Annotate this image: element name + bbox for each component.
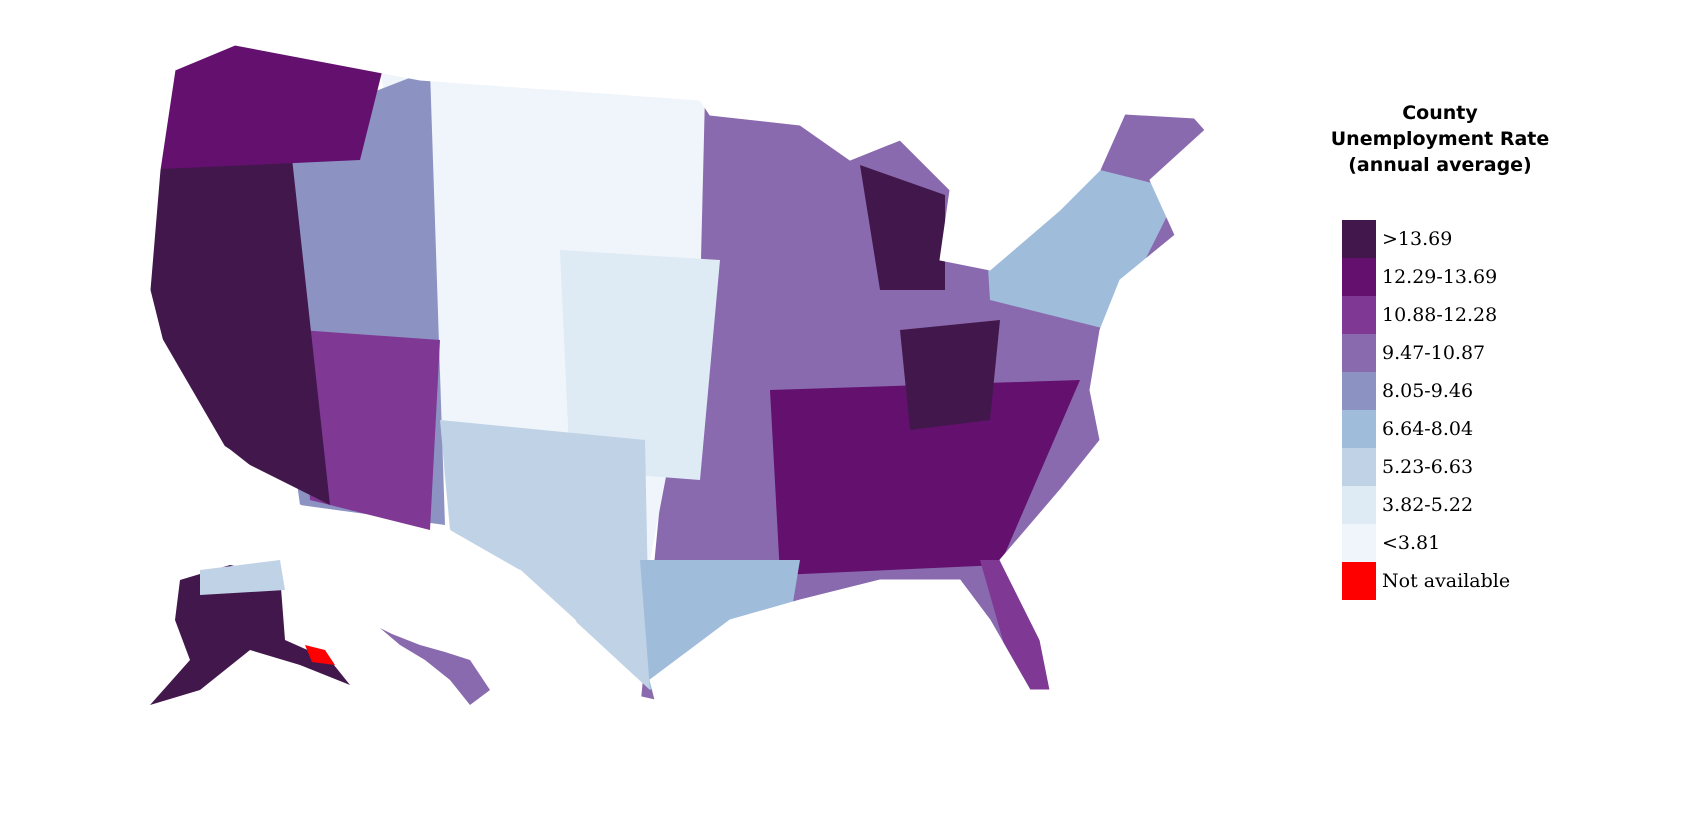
alaska-north-slope bbox=[200, 560, 285, 595]
texas-region bbox=[440, 420, 650, 690]
legend-item: 8.05-9.46 bbox=[1342, 372, 1510, 410]
legend-title-line: County bbox=[1402, 102, 1478, 124]
legend-label: 8.05-9.46 bbox=[1382, 380, 1474, 402]
legend-swatch bbox=[1342, 524, 1376, 562]
us-outline bbox=[149, 44, 1206, 701]
northwest-region bbox=[150, 45, 390, 170]
southwest-region bbox=[300, 330, 440, 530]
legend-swatch bbox=[1342, 220, 1376, 258]
southeast-region bbox=[770, 380, 1080, 575]
legend: >13.69 12.29-13.69 10.88-12.28 9.47-10.87 8.… bbox=[1342, 220, 1510, 600]
legend-item: 5.23-6.63 bbox=[1342, 448, 1510, 486]
legend-item: 12.29-13.69 bbox=[1342, 258, 1510, 296]
legend-label: >13.69 bbox=[1382, 228, 1453, 250]
legend-label: 12.29-13.69 bbox=[1382, 266, 1498, 288]
legend-label: 10.88-12.28 bbox=[1382, 304, 1498, 326]
alaska-unavailable bbox=[305, 645, 335, 665]
gulf-coast-region bbox=[640, 560, 800, 690]
alaska bbox=[150, 565, 350, 705]
legend-swatch bbox=[1342, 334, 1376, 372]
legend-item: 9.47-10.87 bbox=[1342, 334, 1510, 372]
legend-label: <3.81 bbox=[1382, 532, 1441, 554]
central-plains-region bbox=[560, 250, 720, 480]
legend-item: 6.64-8.04 bbox=[1342, 410, 1510, 448]
west-coast-region bbox=[150, 140, 330, 505]
legend-swatch bbox=[1342, 562, 1376, 600]
legend-swatch bbox=[1342, 372, 1376, 410]
legend-label: 5.23-6.63 bbox=[1382, 456, 1474, 478]
michigan-region bbox=[860, 165, 945, 290]
legend-swatch bbox=[1342, 258, 1376, 296]
legend-label: 9.47-10.87 bbox=[1382, 342, 1486, 364]
legend-swatch bbox=[1342, 296, 1376, 334]
legend-title: County Unemployment Rate (annual average… bbox=[1300, 100, 1580, 178]
legend-label: Not available bbox=[1382, 570, 1511, 592]
legend-item: Not available bbox=[1342, 562, 1510, 600]
legend-title-line: Unemployment Rate bbox=[1330, 128, 1550, 150]
legend-item: 10.88-12.28 bbox=[1342, 296, 1510, 334]
legend-label: 3.82-5.22 bbox=[1382, 494, 1474, 516]
legend-title-line: (annual average) bbox=[1348, 154, 1532, 176]
legend-item: >13.69 bbox=[1342, 220, 1510, 258]
appalachia-region bbox=[900, 320, 1000, 430]
legend-swatch bbox=[1342, 486, 1376, 524]
legend-label: 6.64-8.04 bbox=[1382, 418, 1474, 440]
legend-item: <3.81 bbox=[1342, 524, 1510, 562]
legend-item: 3.82-5.22 bbox=[1342, 486, 1510, 524]
legend-swatch bbox=[1342, 448, 1376, 486]
hawaii bbox=[380, 628, 490, 705]
legend-swatch bbox=[1342, 410, 1376, 448]
